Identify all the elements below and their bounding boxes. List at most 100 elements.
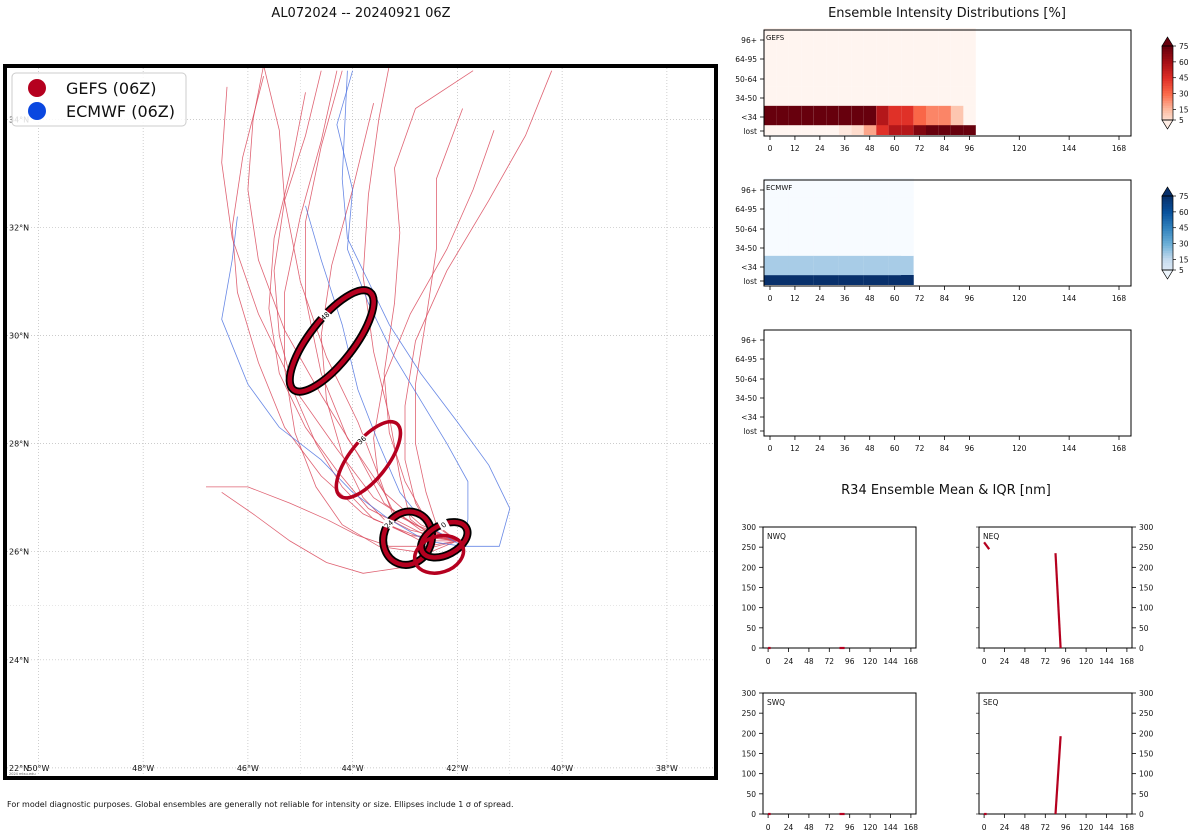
colorbar-tick-label: 30: [1179, 90, 1189, 99]
heatmap-cell: [888, 47, 901, 67]
r34-x-tick-label: 144: [883, 823, 898, 832]
heatmap-x-tick-label: 84: [940, 444, 950, 453]
heatmap-cell: [851, 47, 864, 67]
heatmap-x-tick-label: 96: [965, 444, 975, 453]
colorbar-segment: [1162, 225, 1173, 229]
r34-y-tick-label: 50: [1139, 624, 1149, 633]
colorbar-segment: [1162, 102, 1173, 106]
heatmap-cell: [764, 47, 777, 67]
heatmap-x-tick-label: 60: [890, 444, 900, 453]
heatmap-cell: [826, 105, 839, 126]
colorbar-tick-label: 45: [1179, 74, 1189, 83]
r34-quadrant-panel: NEQ 0 24 48 72 96 120 144 168 0 50 100 150 200 250 300: [976, 523, 1154, 666]
heatmap-cell: [838, 178, 864, 198]
heatmap-x-tick-label: 120: [1012, 294, 1027, 303]
colorbar-segment: [1162, 213, 1173, 217]
heatmap-cell: [764, 236, 789, 256]
r34-y-tick-label: 300: [1139, 689, 1154, 698]
heatmap-cell: [764, 216, 789, 237]
r34-x-tick-label: 120: [863, 657, 878, 666]
ecmwf-track: [341, 70, 511, 547]
ellipse-ring: [412, 533, 466, 575]
r34-y-tick-label: 250: [742, 543, 757, 552]
heatmap-cell: [863, 86, 877, 106]
heatmap-cell: [788, 236, 814, 256]
colorbar-tick-label: 15: [1179, 255, 1189, 264]
heatmap-x-tick-label: 48: [865, 294, 875, 303]
heatmap-cell: [788, 178, 814, 198]
legend-gefs-marker: [28, 79, 46, 97]
heatmap-x-tick-label: 72: [915, 294, 925, 303]
heatmap-cell: [838, 66, 852, 87]
r34-x-tick-label: 48: [804, 823, 814, 832]
heatmap-cell: [776, 66, 789, 87]
r34-y-tick-label: 250: [742, 709, 757, 718]
r34-y-tick-label: 0: [751, 644, 756, 653]
heatmap-x-tick-label: 12: [790, 144, 800, 153]
heatmap-x-tick-label: 24: [815, 144, 825, 153]
colorbar-segment: [1162, 200, 1173, 204]
colorbar-segment: [1162, 95, 1173, 99]
heatmap-cell: [938, 86, 951, 106]
colorbar-segment: [1162, 112, 1173, 116]
r34-x-tick-label: 96: [845, 823, 855, 832]
heatmap-cell: [764, 125, 777, 135]
r34-y-tick-label: 200: [742, 563, 757, 572]
heatmap-cell: [926, 66, 939, 87]
heatmap-cell: [863, 105, 877, 126]
heatmap-cell: [938, 28, 951, 48]
heatmap-cell: [764, 178, 789, 198]
map-lat-label: 22°N: [9, 764, 29, 773]
heatmap-cell: [826, 28, 839, 48]
r34-x-tick-label: 96: [1061, 823, 1071, 832]
heatmap-cell: [863, 66, 877, 87]
heatmap-x-tick-label: 60: [890, 144, 900, 153]
colorbar-frame: [1161, 45, 1174, 121]
r34-mean-line: [1054, 553, 1062, 649]
r34-x-tick-label: 120: [1079, 823, 1094, 832]
r34-quadrant-panel: SEQ 0 24 48 72 96 120 144 168 0 50 100 150 200 250 300: [976, 689, 1154, 832]
intensity-title: Ensemble Intensity Distributions [%]: [828, 6, 1066, 21]
heatmap-cell: [813, 86, 827, 106]
colorbar-segment: [1162, 267, 1173, 271]
heatmap-cell: [764, 275, 789, 285]
r34-y-tick-label: 100: [742, 770, 757, 779]
heatmap-cell: [913, 105, 926, 126]
colorbar-segment: [1162, 90, 1173, 94]
heatmap-x-tick-label: 36: [840, 144, 850, 153]
colorbar-extend-max: [1161, 36, 1174, 47]
r34-x-tick-label: 168: [1120, 823, 1135, 832]
r34-quadrant-label: NWQ: [767, 532, 786, 541]
colorbar-extend-min: [1161, 269, 1174, 280]
colorbar-tick-label: 75: [1179, 42, 1189, 51]
heatmap-cell: [863, 197, 889, 217]
heatmap-cell: [963, 66, 976, 87]
ecmwf-track: [336, 70, 469, 547]
heatmap-cell: [876, 28, 889, 48]
r34-y-tick-label: 0: [1139, 810, 1144, 819]
heatmap-panel-label: ECMWF: [766, 184, 792, 192]
r34-y-tick-label: 50: [746, 790, 756, 799]
colorbar-tick-label: 45: [1179, 224, 1189, 233]
heatmap-cell: [938, 105, 951, 126]
heatmap-cell: [764, 66, 777, 87]
heatmap-cell: [951, 105, 964, 126]
colorbar-segment: [1162, 245, 1173, 249]
heatmap-cell: [963, 28, 976, 48]
heatmap-cell: [838, 86, 852, 106]
colorbar-segment: [1162, 100, 1173, 104]
heatmap-x-tick-label: 96: [965, 294, 975, 303]
heatmap-cell: [851, 125, 864, 135]
r34-x-tick-label: 24: [784, 657, 794, 666]
heatmap-x-tick-label: 168: [1112, 444, 1127, 453]
colorbar-tick-label: 30: [1179, 240, 1189, 249]
heatmap-cell: [901, 236, 914, 256]
heatmap-y-tick-label: 96+: [741, 186, 757, 195]
heatmap-cell: [813, 66, 827, 87]
map-lon-label: 50°W: [27, 764, 49, 773]
heatmap-x-tick-label: 72: [915, 444, 925, 453]
map-credit: 2024 mtsu.edu: [9, 772, 36, 776]
colorbar-segment: [1162, 117, 1173, 121]
